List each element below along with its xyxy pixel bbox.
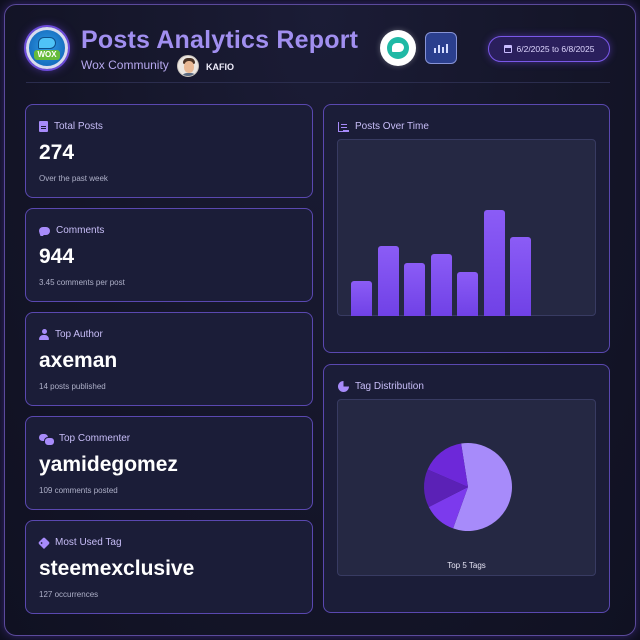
- pie-slice-1[interactable]: [428, 487, 468, 529]
- stat-value: 944: [39, 245, 75, 268]
- stat-subtext: 14 posts published: [39, 382, 106, 391]
- comment-icon: [39, 226, 50, 235]
- posts-over-time-card: Posts Over Time: [323, 104, 610, 353]
- pie-slice-0[interactable]: [453, 443, 512, 531]
- stat-value: axeman: [39, 349, 118, 372]
- posts-bar-chart: [337, 139, 596, 316]
- stat-card-total-posts: Total Posts 274 Over the past week: [25, 104, 313, 198]
- stat-subtext: 127 occurrences: [39, 590, 99, 599]
- stat-label: Top Commenter: [59, 433, 131, 444]
- chart-title: Posts Over Time: [355, 121, 429, 132]
- bar-chart-icon: [338, 121, 349, 132]
- date-range-text: 6/2/2025 to 6/8/2025: [516, 44, 595, 54]
- chart-title: Tag Distribution: [355, 381, 424, 392]
- comments-icon: [39, 433, 55, 446]
- bar-4[interactable]: [457, 272, 478, 316]
- header-divider: [26, 82, 610, 83]
- stat-value: steemexclusive: [39, 557, 195, 580]
- stat-label: Total Posts: [54, 121, 103, 132]
- bar-3[interactable]: [430, 254, 452, 316]
- stat-card-most-used-tag: Most Used Tag steemexclusive 127 occurre…: [25, 520, 313, 614]
- bar-0[interactable]: [351, 280, 372, 316]
- pie-chart-icon: [338, 381, 349, 392]
- wox-logo: WOX: [26, 27, 68, 69]
- stat-label: Top Author: [55, 329, 103, 340]
- stat-label: Comments: [56, 225, 105, 236]
- avatar[interactable]: [177, 55, 199, 77]
- logo-text: WOX: [34, 49, 60, 60]
- pie-slice-3[interactable]: [427, 443, 468, 487]
- stat-value: 274: [39, 141, 75, 164]
- bar-2[interactable]: [404, 263, 425, 316]
- stat-card-top-author: Top Author axeman 14 posts published: [25, 312, 313, 406]
- stat-subtext: Over the past week: [39, 174, 108, 183]
- username[interactable]: KAFIO: [206, 62, 234, 72]
- pie-slice-2[interactable]: [424, 469, 468, 507]
- stat-card-top-commenter: Top Commenter yamidegomez 109 comments p…: [25, 416, 313, 510]
- tag-distribution-card: Tag Distribution Top 5 Tags: [323, 364, 610, 613]
- analytics-app-icon[interactable]: [425, 32, 457, 64]
- pie-caption: Top 5 Tags: [447, 561, 486, 570]
- stat-subtext: 3.45 comments per post: [39, 278, 125, 287]
- tag-icon: [37, 536, 51, 549]
- stat-card-comments: Comments 944 3.45 comments per post: [25, 208, 313, 302]
- bar-5[interactable]: [483, 210, 505, 316]
- community-name: Wox Community: [81, 58, 169, 72]
- bar-1[interactable]: [377, 245, 399, 316]
- tag-pie-chart-area: Top 5 Tags: [337, 399, 596, 576]
- date-range-badge[interactable]: 6/2/2025 to 6/8/2025: [488, 36, 610, 62]
- stat-label: Most Used Tag: [55, 537, 122, 548]
- page-title: Posts Analytics Report: [81, 26, 359, 54]
- chat-app-icon[interactable]: [380, 30, 416, 66]
- bar-6[interactable]: [510, 236, 531, 316]
- user-icon: [39, 329, 49, 340]
- chat-bubble-icon: [38, 36, 56, 49]
- tag-pie-chart: [424, 443, 512, 531]
- calendar-icon: [503, 45, 512, 53]
- document-icon: [39, 121, 48, 132]
- stat-value: yamidegomez: [39, 453, 178, 476]
- stat-subtext: 109 comments posted: [39, 486, 118, 495]
